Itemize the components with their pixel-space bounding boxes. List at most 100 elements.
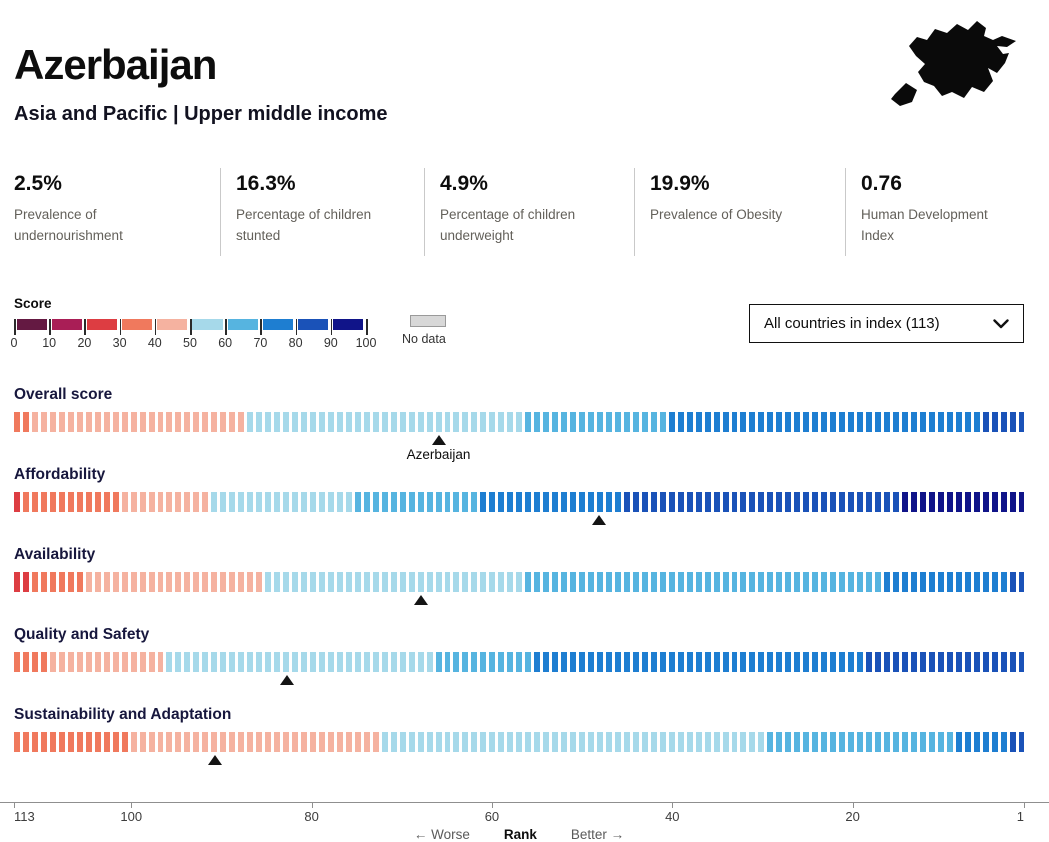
rank-bar[interactable] (659, 652, 666, 672)
rank-bar[interactable] (327, 652, 334, 672)
rank-bar[interactable] (964, 412, 971, 432)
rank-bar[interactable] (301, 412, 307, 432)
rank-bar[interactable] (821, 732, 828, 752)
rank-bar[interactable] (955, 492, 962, 512)
rank-bar[interactable] (157, 652, 164, 672)
rank-bar[interactable] (399, 412, 406, 432)
rank-bar[interactable] (695, 412, 702, 432)
rank-bar[interactable] (973, 732, 980, 752)
rank-bar[interactable] (614, 572, 621, 592)
rank-bar[interactable] (991, 732, 998, 752)
rank-bar[interactable] (937, 572, 944, 592)
rank-bar[interactable] (785, 732, 792, 752)
rank-bar[interactable] (695, 492, 702, 512)
rank-bar[interactable] (283, 492, 290, 512)
rank-bar[interactable] (292, 572, 298, 592)
rank-bar[interactable] (812, 732, 819, 752)
rank-bar[interactable] (193, 652, 200, 672)
rank-bar[interactable] (955, 412, 962, 432)
rank-bar[interactable] (274, 572, 281, 592)
rank-bar[interactable] (256, 572, 263, 592)
rank-bar[interactable] (94, 412, 101, 432)
rank-bar[interactable] (866, 732, 872, 752)
rank-bar[interactable] (561, 732, 568, 752)
rank-bar[interactable] (229, 652, 236, 672)
rank-bar[interactable] (94, 492, 101, 512)
rank-bar[interactable] (139, 492, 146, 512)
rank-bar[interactable] (614, 492, 621, 512)
rank-bar[interactable] (58, 492, 65, 512)
rank-bar[interactable] (507, 732, 514, 752)
rank-bar[interactable] (426, 572, 433, 592)
rank-bar[interactable] (812, 492, 819, 512)
rank-bar[interactable] (650, 572, 657, 592)
rank-bar[interactable] (767, 492, 774, 512)
rank-bar[interactable] (103, 492, 110, 512)
rank-bar[interactable] (919, 572, 926, 592)
rank-bar[interactable] (49, 732, 56, 752)
rank-bar[interactable] (363, 572, 370, 592)
rank-bar[interactable] (758, 492, 765, 512)
rank-bar[interactable] (812, 572, 819, 592)
rank-bar[interactable] (722, 572, 729, 592)
rank-bar[interactable] (839, 412, 846, 432)
rank-bar[interactable] (166, 492, 173, 512)
rank-bar[interactable] (785, 652, 792, 672)
rank-bar[interactable] (309, 732, 316, 752)
rank-bar[interactable] (740, 412, 747, 432)
rank-bar[interactable] (570, 492, 577, 512)
rank-bar[interactable] (857, 572, 864, 592)
rank-bar[interactable] (184, 412, 191, 432)
rank-bar[interactable] (274, 652, 281, 672)
rank-bar[interactable] (686, 732, 693, 752)
rank-bar[interactable] (848, 652, 855, 672)
rank-bar[interactable] (202, 652, 209, 672)
rank-bar[interactable] (256, 652, 263, 672)
rank-bar[interactable] (722, 652, 729, 672)
rank-bar[interactable] (22, 492, 29, 512)
rank-bar[interactable] (991, 492, 998, 512)
rank-bar[interactable] (570, 732, 577, 752)
rank-bar[interactable] (40, 652, 47, 672)
rank-bar[interactable] (345, 492, 352, 512)
rank-bar[interactable] (632, 572, 639, 592)
rank-bar[interactable] (498, 412, 505, 432)
rank-bar[interactable] (964, 492, 971, 512)
rank-bar[interactable] (713, 412, 720, 432)
rank-bar[interactable] (767, 732, 774, 752)
rank-bar[interactable] (220, 492, 227, 512)
rank-bar[interactable] (543, 732, 550, 752)
rank-bar[interactable] (794, 412, 801, 432)
rank-bar[interactable] (247, 732, 254, 752)
rank-bar[interactable] (166, 652, 173, 672)
rank-bar[interactable] (184, 652, 191, 672)
rank-bar[interactable] (211, 732, 218, 752)
rank-bar[interactable] (516, 732, 523, 752)
rank-bar[interactable] (363, 732, 370, 752)
rank-bar[interactable] (919, 652, 926, 672)
rank-bar[interactable] (946, 652, 953, 672)
rank-bar[interactable] (148, 732, 155, 752)
rank-bar[interactable] (910, 572, 917, 592)
rank-bar[interactable] (265, 732, 272, 752)
rank-bar[interactable] (498, 652, 505, 672)
rank-bar[interactable] (946, 572, 953, 592)
rank-bar[interactable] (937, 412, 944, 432)
rank-bar[interactable] (67, 572, 74, 592)
rank-bar[interactable] (318, 732, 325, 752)
rank-bar[interactable] (139, 732, 146, 752)
rank-bar[interactable] (121, 492, 128, 512)
rank-bar[interactable] (22, 572, 29, 592)
rank-bar[interactable] (614, 732, 621, 752)
rank-bar[interactable] (857, 492, 864, 512)
rank-bar[interactable] (471, 492, 478, 512)
rank-bar[interactable] (758, 572, 765, 592)
rank-bar[interactable] (112, 492, 119, 512)
rank-bar[interactable] (444, 732, 451, 752)
rank-bar[interactable] (910, 492, 917, 512)
rank-bar[interactable] (704, 492, 711, 512)
rank-bar[interactable] (973, 572, 980, 592)
rank-bar[interactable] (883, 572, 890, 592)
rank-bar[interactable] (821, 652, 828, 672)
rank-bar[interactable] (139, 412, 146, 432)
